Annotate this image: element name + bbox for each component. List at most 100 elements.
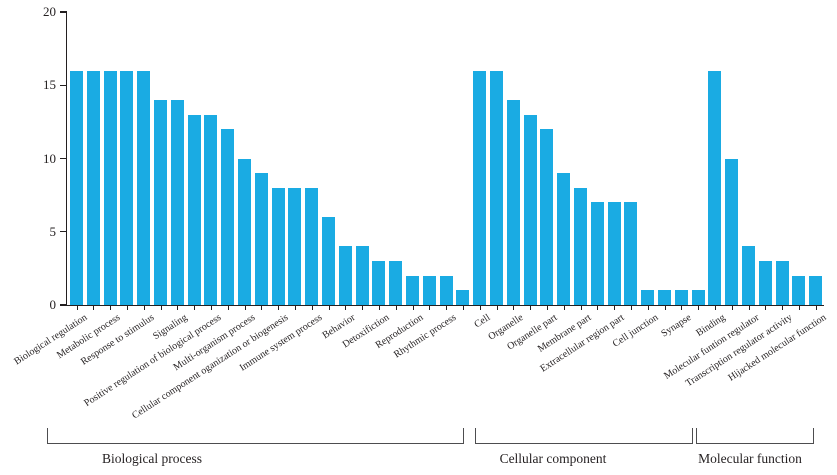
bracket-biological-process bbox=[47, 428, 464, 444]
x-axis-tick bbox=[815, 306, 817, 311]
bar-cell bbox=[473, 70, 487, 305]
y-axis-line bbox=[66, 11, 68, 305]
x-axis-line bbox=[66, 305, 824, 307]
x-axis-tick bbox=[530, 306, 532, 311]
x-axis-tick bbox=[278, 306, 280, 311]
x-axis-tick bbox=[446, 306, 448, 311]
bar-organelle-part bbox=[540, 129, 554, 305]
group-label-molecular-function: Molecular function bbox=[698, 451, 802, 466]
y-axis-tick bbox=[60, 157, 66, 160]
x-axis-tick bbox=[110, 306, 112, 311]
bar-unlabeled-16 bbox=[322, 217, 335, 305]
bar-metabolic-process bbox=[103, 70, 117, 305]
x-axis-tick bbox=[311, 306, 313, 311]
x-axis-tick bbox=[580, 306, 582, 311]
bar-unlabeled-10 bbox=[221, 129, 235, 305]
bracket-molecular-function bbox=[696, 428, 814, 444]
group-label-biological-process: Biological process bbox=[101, 451, 203, 466]
x-axis-tick bbox=[93, 306, 95, 311]
x-axis-tick bbox=[143, 306, 145, 311]
bar-immune-system-process bbox=[305, 187, 319, 305]
bar-unlabeled-32 bbox=[590, 202, 604, 305]
x-axis-tick bbox=[479, 306, 481, 311]
bar-binding bbox=[708, 70, 722, 305]
bracket-cellular-component bbox=[475, 428, 693, 444]
bar-unlabeled-28 bbox=[523, 114, 537, 305]
x-axis-tick bbox=[345, 306, 347, 311]
x-axis-tick bbox=[731, 306, 733, 311]
bar-rhythmic-process bbox=[439, 275, 453, 305]
x-axis-tick bbox=[378, 306, 381, 311]
bar-unlabeled-40 bbox=[725, 158, 739, 305]
bar-cellular-component-oganization-or-biogenesis bbox=[271, 187, 285, 305]
bar-unlabeled-2 bbox=[86, 70, 100, 305]
x-axis-tick bbox=[614, 306, 616, 311]
bar-unlabeled-6 bbox=[154, 99, 167, 305]
x-axis-tick bbox=[177, 306, 179, 311]
bar-organelle bbox=[506, 99, 520, 305]
x-axis-tick bbox=[395, 306, 397, 311]
x-axis-tick bbox=[748, 306, 750, 311]
y-axis-tick bbox=[60, 231, 66, 233]
bar-unlabeled-22 bbox=[422, 275, 436, 305]
x-axis-tick bbox=[244, 306, 246, 311]
x-axis-tick bbox=[76, 306, 78, 311]
bar-molecular-funtion-regulator bbox=[742, 246, 755, 305]
bar-unlabeled-18 bbox=[355, 246, 369, 305]
y-tick-label-10: 10 bbox=[43, 150, 56, 166]
bar-cell-junction bbox=[641, 290, 655, 305]
bar-extracellular-region-part bbox=[607, 202, 621, 305]
bar-unlabeled-14 bbox=[288, 187, 302, 305]
bar-unlabeled-12 bbox=[254, 173, 268, 305]
x-axis-tick bbox=[597, 306, 599, 311]
x-axis-tick bbox=[664, 306, 666, 311]
x-axis-tick bbox=[798, 306, 801, 311]
x-axis-tick bbox=[210, 306, 213, 311]
bar-transcription-regulator-activity bbox=[775, 261, 789, 305]
y-axis-tick bbox=[60, 84, 66, 86]
x-axis-tick bbox=[765, 306, 767, 311]
y-axis-tick bbox=[60, 304, 66, 306]
bar-detoxifiction bbox=[372, 261, 386, 305]
x-axis-tick bbox=[194, 306, 196, 311]
x-axis-tick bbox=[563, 306, 565, 311]
bar-unlabeled-20 bbox=[389, 261, 403, 305]
x-axis-tick bbox=[681, 306, 683, 311]
bar-multi-organism-process bbox=[238, 158, 251, 305]
x-axis-tick bbox=[160, 306, 162, 311]
bar-unlabeled-42 bbox=[758, 261, 772, 305]
y-tick-label-20: 20 bbox=[43, 4, 56, 19]
bar-unlabeled-38 bbox=[691, 290, 705, 305]
bar-synapse bbox=[674, 290, 688, 305]
bar-membrane-part bbox=[574, 187, 587, 305]
group-label-cellular-component: Cellular component bbox=[499, 451, 607, 466]
x-axis-tick bbox=[227, 306, 229, 311]
bar-positive-regulation-of-biological-process bbox=[204, 114, 218, 305]
bar-unlabeled-30 bbox=[557, 173, 571, 305]
bar-unlabeled-4 bbox=[120, 70, 134, 305]
x-axis-tick bbox=[714, 306, 717, 311]
y-axis-tick bbox=[60, 11, 66, 13]
bar-unlabeled-8 bbox=[187, 114, 201, 305]
x-axis-tick bbox=[328, 306, 330, 311]
x-axis-tick bbox=[126, 306, 129, 311]
bar-response-to-stimulus bbox=[137, 70, 151, 305]
x-axis-tick bbox=[261, 306, 263, 311]
x-axis-tick bbox=[429, 306, 431, 311]
x-axis-tick bbox=[782, 306, 784, 311]
x-axis-tick bbox=[698, 306, 700, 311]
x-axis-tick bbox=[630, 306, 633, 311]
x-axis-tick bbox=[462, 306, 465, 311]
x-axis-tick bbox=[513, 306, 515, 311]
bar-unlabeled-34 bbox=[624, 202, 638, 305]
x-axis-tick bbox=[496, 306, 498, 311]
x-axis-tick bbox=[647, 306, 649, 311]
bar-unlabeled-24 bbox=[456, 290, 470, 305]
y-tick-label-0: 0 bbox=[49, 297, 57, 312]
y-tick-label-15: 15 bbox=[43, 77, 56, 93]
x-axis-tick bbox=[362, 306, 364, 311]
x-axis-tick bbox=[546, 306, 549, 311]
bar-unlabeled-44 bbox=[792, 275, 806, 305]
y-tick-label-5: 5 bbox=[49, 223, 57, 239]
